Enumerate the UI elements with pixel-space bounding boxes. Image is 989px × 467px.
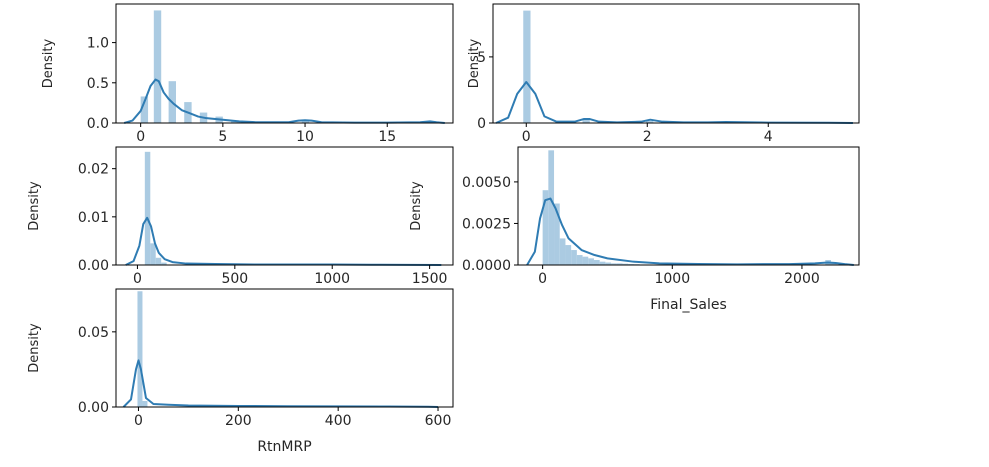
chart4-xtick-label-1: 1000 [654,271,690,287]
chart3-ytick-label-2: 0.02 [78,162,109,178]
chart4-xtick-label-2: 2000 [784,271,820,287]
chart3-panel: 0 500 1000 1500 0.00 0.01 0.02 Density [27,146,454,287]
chart1-bar-1 [153,10,162,123]
chart4-xtick-label-0: 0 [538,271,547,287]
chart1-axes-frame [115,3,454,124]
chart4-bar-14 [622,263,629,265]
chart3-ylabel: Density [27,181,42,231]
chart3-xtick-label-3: 1500 [412,271,448,287]
chart2-ytick-label-1: 5 [477,50,486,66]
chart4-bar-12 [611,263,617,265]
chart1-panel: 0 5 10 15 0.0 0.5 1.0 Density [41,3,454,145]
chart3-bar-0 [144,151,151,265]
chart1-xtick-label-2: 10 [296,129,314,145]
chart4-ylabel: Density [409,181,424,231]
chart4-bar-10 [599,261,606,265]
chart3-kde-line [125,216,442,266]
chart4-bar-8 [588,258,594,265]
chart2-xtick-label-0: 0 [522,129,531,145]
chart1-ytick-label-1: 0.5 [87,76,109,92]
chart3-xtick-label-1: 500 [221,271,248,287]
chart4-axes-frame [517,146,860,266]
chart4-bar-6 [576,255,583,265]
chart4-bar-2 [554,203,560,265]
chart2-ytick-label-0: 0 [477,116,486,132]
chart2-axes-frame [492,3,860,124]
chart5-ylabel: Density [27,323,42,373]
chart2-bar-1 [582,118,590,123]
chart5-xtick-label-2: 400 [325,413,352,429]
chart1-xtick-label-3: 15 [378,129,396,145]
chart4-ytick-label-2: 0.0050 [462,175,511,191]
chart2-bar-0 [523,10,531,123]
chart1-ytick-label-2: 1.0 [87,36,109,52]
chart1-xtick-label-1: 5 [218,129,227,145]
chart4-bar-1 [548,150,555,265]
chart4-bar-18 [830,263,837,265]
chart4-xlabel: Final_Sales [650,297,727,313]
chart5-ytick-label-1: 0.05 [78,325,109,341]
chart5-xtick-label-1: 200 [225,413,252,429]
chart3-bar-2 [155,257,162,265]
chart1-ylabel: Density [41,38,56,88]
chart5-panel: 0 200 400 600 0.00 0.05 Density RtnMRP [27,288,454,455]
chart2-kde-line [495,81,853,124]
chart2-xtick-label-2: 4 [764,129,773,145]
chart2-bar-2 [646,121,654,123]
chart4-bar-0 [542,190,549,265]
chart3-ytick-label-0: 0.00 [78,258,109,274]
chart2-ylabel: Density [467,38,482,88]
chart4-bar-4 [565,245,572,265]
chart5-ytick-label-0: 0.00 [78,400,109,416]
chart3-ytick-label-1: 0.01 [78,210,109,226]
chart1-bar-7 [301,121,310,123]
chart4-kde-line [526,197,854,266]
chart4-bar-11 [605,262,612,265]
chart5-axes-frame [115,288,454,408]
chart3-xtick-label-0: 0 [133,271,142,287]
chart1-ytick-label-0: 0.0 [87,116,109,132]
chart4-bar-7 [582,256,589,265]
chart5-bar-1 [142,400,148,407]
chart5-bar-0 [137,291,143,407]
chart4-bar-5 [571,250,577,265]
chart5-xtick-label-0: 0 [134,413,143,429]
chart5-xtick-label-3: 600 [425,413,452,429]
chart4-ytick-label-1: 0.0025 [462,216,511,232]
chart2-xtick-label-1: 2 [643,129,652,145]
chart4-ytick-label-0: 0.0000 [462,258,511,274]
chart5-xlabel: RtnMRP [257,439,311,455]
chart1-xtick-label-0: 0 [136,129,145,145]
chart3-bar-1 [150,243,156,265]
chart4-panel: 0 1000 2000 0.0000 0.0025 0.0050 Density Final_… [409,146,860,313]
chart4-bar-13 [616,263,623,265]
chart1-bar-6 [231,121,239,123]
chart3-axes-frame [115,146,454,266]
chart5-kde-line [122,359,439,408]
chart4-bar-3 [559,238,566,265]
chart1-bar-0 [140,96,149,123]
chart3-xtick-label-2: 1000 [314,271,350,287]
chart3-bar-3 [161,262,167,265]
chart4-bar-9 [593,260,600,265]
